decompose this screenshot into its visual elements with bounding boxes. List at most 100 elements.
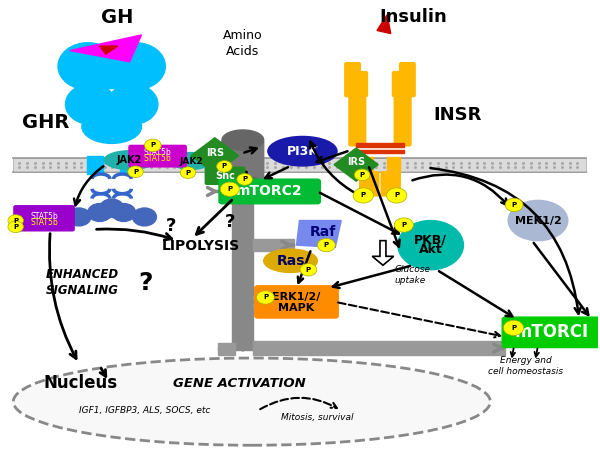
FancyBboxPatch shape — [222, 140, 264, 186]
Circle shape — [217, 161, 232, 172]
FancyBboxPatch shape — [13, 158, 586, 172]
Ellipse shape — [508, 200, 568, 241]
Ellipse shape — [223, 176, 262, 190]
Text: mTORCI: mTORCI — [514, 324, 589, 342]
Text: JAK2: JAK2 — [179, 157, 203, 166]
FancyBboxPatch shape — [360, 172, 379, 196]
Text: ?: ? — [166, 217, 176, 235]
Polygon shape — [70, 35, 142, 62]
FancyBboxPatch shape — [14, 206, 74, 231]
Circle shape — [257, 291, 274, 304]
FancyBboxPatch shape — [219, 185, 253, 198]
Text: STAT5b: STAT5b — [31, 218, 58, 227]
Text: STAT5b: STAT5b — [144, 154, 172, 163]
Polygon shape — [100, 46, 118, 54]
FancyBboxPatch shape — [129, 145, 186, 167]
Text: P: P — [222, 163, 227, 169]
Circle shape — [100, 199, 124, 217]
Text: mTORC2: mTORC2 — [236, 184, 303, 198]
Circle shape — [503, 320, 524, 335]
FancyBboxPatch shape — [120, 156, 137, 175]
Text: GH: GH — [101, 8, 134, 27]
FancyBboxPatch shape — [360, 157, 373, 173]
Circle shape — [220, 182, 239, 196]
Circle shape — [505, 198, 523, 212]
Ellipse shape — [58, 43, 118, 90]
Polygon shape — [334, 148, 378, 181]
Circle shape — [300, 263, 317, 276]
Text: P: P — [263, 294, 268, 301]
Text: P: P — [13, 224, 18, 230]
Text: P: P — [242, 176, 247, 182]
Ellipse shape — [268, 136, 337, 166]
Text: PKB/: PKB/ — [414, 233, 447, 246]
Text: ENHANCED
SIGNALING: ENHANCED SIGNALING — [46, 268, 118, 297]
Circle shape — [355, 169, 370, 181]
FancyBboxPatch shape — [232, 185, 253, 350]
FancyBboxPatch shape — [386, 157, 400, 173]
FancyBboxPatch shape — [253, 296, 255, 308]
FancyBboxPatch shape — [219, 179, 320, 204]
Polygon shape — [296, 220, 341, 248]
Circle shape — [88, 203, 112, 221]
Text: P: P — [324, 242, 329, 248]
Text: Akt: Akt — [419, 243, 443, 256]
Text: Glucose
uptake: Glucose uptake — [395, 265, 431, 285]
Ellipse shape — [106, 43, 166, 90]
FancyBboxPatch shape — [205, 167, 245, 184]
Text: IRS: IRS — [206, 148, 224, 158]
Circle shape — [133, 208, 157, 226]
Text: P: P — [361, 193, 366, 198]
FancyBboxPatch shape — [353, 72, 367, 97]
Text: STAT5b: STAT5b — [144, 148, 172, 157]
Text: GHR: GHR — [22, 112, 70, 132]
Polygon shape — [191, 138, 239, 174]
FancyBboxPatch shape — [392, 72, 407, 97]
FancyBboxPatch shape — [400, 63, 415, 97]
Ellipse shape — [104, 151, 155, 170]
FancyBboxPatch shape — [502, 317, 600, 347]
FancyBboxPatch shape — [394, 85, 411, 146]
Text: JAK2: JAK2 — [117, 155, 142, 165]
Text: P: P — [227, 186, 232, 192]
Text: MAPK: MAPK — [278, 303, 314, 313]
Circle shape — [128, 166, 143, 178]
Text: IRS: IRS — [347, 158, 365, 167]
Circle shape — [353, 188, 373, 203]
Ellipse shape — [222, 130, 264, 150]
Text: P: P — [13, 217, 18, 224]
Text: P: P — [150, 142, 155, 148]
FancyBboxPatch shape — [356, 150, 404, 153]
Text: Amino
Acids: Amino Acids — [223, 29, 263, 58]
Text: Energy and
cell homeostasis: Energy and cell homeostasis — [488, 356, 563, 376]
Text: MEK1/2: MEK1/2 — [515, 216, 562, 225]
Circle shape — [67, 208, 91, 226]
FancyBboxPatch shape — [349, 85, 365, 146]
Text: P: P — [511, 325, 516, 331]
FancyBboxPatch shape — [218, 347, 235, 355]
Text: Ras: Ras — [276, 254, 305, 268]
Text: STAT5b: STAT5b — [31, 212, 58, 220]
Circle shape — [317, 238, 335, 252]
Circle shape — [386, 188, 407, 203]
Ellipse shape — [172, 153, 211, 170]
Text: Raf: Raf — [310, 225, 337, 239]
Circle shape — [112, 203, 136, 221]
FancyBboxPatch shape — [255, 286, 338, 318]
Text: P: P — [306, 267, 311, 273]
FancyBboxPatch shape — [253, 239, 293, 252]
Circle shape — [8, 221, 23, 233]
Text: INSR: INSR — [433, 107, 482, 125]
Circle shape — [394, 218, 413, 232]
Circle shape — [145, 139, 161, 152]
FancyBboxPatch shape — [86, 156, 103, 175]
Text: Insulin: Insulin — [379, 8, 446, 26]
Circle shape — [237, 174, 253, 185]
FancyBboxPatch shape — [253, 341, 505, 355]
Text: P: P — [512, 202, 517, 208]
Text: P: P — [185, 170, 191, 176]
Text: Shc: Shc — [215, 171, 235, 181]
Text: ERK1/2/: ERK1/2/ — [272, 292, 320, 302]
Polygon shape — [372, 241, 394, 265]
Ellipse shape — [398, 220, 463, 270]
